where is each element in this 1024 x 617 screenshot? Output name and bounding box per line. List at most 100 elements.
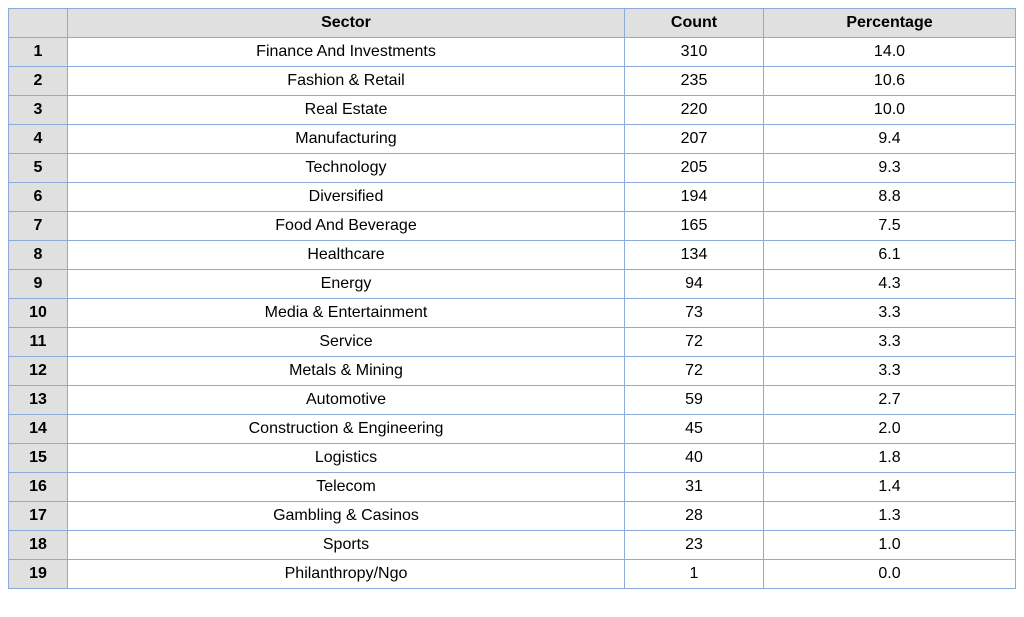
sector-cell[interactable]: Logistics xyxy=(67,443,625,473)
table-row: 10 Media & Entertainment 73 3.3 xyxy=(8,298,1016,328)
count-cell[interactable]: 310 xyxy=(624,37,764,67)
table-row: 12 Metals & Mining 72 3.3 xyxy=(8,356,1016,386)
count-cell[interactable]: 23 xyxy=(624,530,764,560)
table-row: 2 Fashion & Retail 235 10.6 xyxy=(8,66,1016,96)
sector-cell[interactable]: Manufacturing xyxy=(67,124,625,154)
column-header-percentage[interactable]: Percentage xyxy=(763,8,1016,38)
table-row: 9 Energy 94 4.3 xyxy=(8,269,1016,299)
count-cell[interactable]: 40 xyxy=(624,443,764,473)
column-header-sector[interactable]: Sector xyxy=(67,8,625,38)
percentage-cell[interactable]: 9.3 xyxy=(763,153,1016,183)
table-row: 17 Gambling & Casinos 28 1.3 xyxy=(8,501,1016,531)
sector-cell[interactable]: Fashion & Retail xyxy=(67,66,625,96)
sector-cell[interactable]: Energy xyxy=(67,269,625,299)
row-index-cell[interactable]: 19 xyxy=(8,559,68,589)
table-body: 1 Finance And Investments 310 14.0 2 Fashion … xyxy=(8,37,1016,589)
row-index-cell[interactable]: 7 xyxy=(8,211,68,241)
table-row: 4 Manufacturing 207 9.4 xyxy=(8,124,1016,154)
row-index-cell[interactable]: 4 xyxy=(8,124,68,154)
percentage-cell[interactable]: 8.8 xyxy=(763,182,1016,212)
count-cell[interactable]: 73 xyxy=(624,298,764,328)
row-index-cell[interactable]: 12 xyxy=(8,356,68,386)
count-cell[interactable]: 134 xyxy=(624,240,764,270)
count-cell[interactable]: 165 xyxy=(624,211,764,241)
sector-table: Sector Count Percentage 1 Finance And Inv… xyxy=(8,8,1016,589)
count-cell[interactable]: 45 xyxy=(624,414,764,444)
count-cell[interactable]: 72 xyxy=(624,327,764,357)
table-row: 3 Real Estate 220 10.0 xyxy=(8,95,1016,125)
row-index-cell[interactable]: 18 xyxy=(8,530,68,560)
sector-cell[interactable]: Finance And Investments xyxy=(67,37,625,67)
percentage-cell[interactable]: 10.0 xyxy=(763,95,1016,125)
sector-cell[interactable]: Gambling & Casinos xyxy=(67,501,625,531)
row-index-cell[interactable]: 10 xyxy=(8,298,68,328)
table-row: 15 Logistics 40 1.8 xyxy=(8,443,1016,473)
sector-table-container: Sector Count Percentage 1 Finance And Inv… xyxy=(8,8,1016,589)
sector-cell[interactable]: Food And Beverage xyxy=(67,211,625,241)
row-index-cell[interactable]: 3 xyxy=(8,95,68,125)
sector-cell[interactable]: Diversified xyxy=(67,182,625,212)
row-index-cell[interactable]: 1 xyxy=(8,37,68,67)
sector-cell[interactable]: Sports xyxy=(67,530,625,560)
count-cell[interactable]: 31 xyxy=(624,472,764,502)
percentage-cell[interactable]: 2.7 xyxy=(763,385,1016,415)
table-row: 14 Construction & Engineering 45 2.0 xyxy=(8,414,1016,444)
row-index-cell[interactable]: 5 xyxy=(8,153,68,183)
percentage-cell[interactable]: 1.3 xyxy=(763,501,1016,531)
table-row: 19 Philanthropy/Ngo 1 0.0 xyxy=(8,559,1016,589)
sector-cell[interactable]: Media & Entertainment xyxy=(67,298,625,328)
header-row: Sector Count Percentage xyxy=(8,8,1016,38)
percentage-cell[interactable]: 1.4 xyxy=(763,472,1016,502)
table-row: 6 Diversified 194 8.8 xyxy=(8,182,1016,212)
sector-cell[interactable]: Philanthropy/Ngo xyxy=(67,559,625,589)
row-index-cell[interactable]: 14 xyxy=(8,414,68,444)
percentage-cell[interactable]: 0.0 xyxy=(763,559,1016,589)
count-cell[interactable]: 72 xyxy=(624,356,764,386)
percentage-cell[interactable]: 7.5 xyxy=(763,211,1016,241)
percentage-cell[interactable]: 6.1 xyxy=(763,240,1016,270)
percentage-cell[interactable]: 10.6 xyxy=(763,66,1016,96)
count-cell[interactable]: 194 xyxy=(624,182,764,212)
table-row: 13 Automotive 59 2.7 xyxy=(8,385,1016,415)
table-row: 18 Sports 23 1.0 xyxy=(8,530,1016,560)
count-cell[interactable]: 28 xyxy=(624,501,764,531)
sector-cell[interactable]: Real Estate xyxy=(67,95,625,125)
count-cell[interactable]: 235 xyxy=(624,66,764,96)
sector-cell[interactable]: Technology xyxy=(67,153,625,183)
percentage-cell[interactable]: 3.3 xyxy=(763,356,1016,386)
sector-cell[interactable]: Telecom xyxy=(67,472,625,502)
table-row: 7 Food And Beverage 165 7.5 xyxy=(8,211,1016,241)
row-index-cell[interactable]: 9 xyxy=(8,269,68,299)
count-cell[interactable]: 205 xyxy=(624,153,764,183)
count-cell[interactable]: 207 xyxy=(624,124,764,154)
table-row: 8 Healthcare 134 6.1 xyxy=(8,240,1016,270)
percentage-cell[interactable]: 3.3 xyxy=(763,298,1016,328)
corner-header xyxy=(8,8,68,38)
count-cell[interactable]: 94 xyxy=(624,269,764,299)
count-cell[interactable]: 220 xyxy=(624,95,764,125)
sector-cell[interactable]: Healthcare xyxy=(67,240,625,270)
sector-cell[interactable]: Service xyxy=(67,327,625,357)
row-index-cell[interactable]: 13 xyxy=(8,385,68,415)
percentage-cell[interactable]: 2.0 xyxy=(763,414,1016,444)
percentage-cell[interactable]: 9.4 xyxy=(763,124,1016,154)
row-index-cell[interactable]: 16 xyxy=(8,472,68,502)
count-cell[interactable]: 1 xyxy=(624,559,764,589)
percentage-cell[interactable]: 4.3 xyxy=(763,269,1016,299)
row-index-cell[interactable]: 17 xyxy=(8,501,68,531)
percentage-cell[interactable]: 14.0 xyxy=(763,37,1016,67)
percentage-cell[interactable]: 1.8 xyxy=(763,443,1016,473)
percentage-cell[interactable]: 3.3 xyxy=(763,327,1016,357)
sector-cell[interactable]: Construction & Engineering xyxy=(67,414,625,444)
row-index-cell[interactable]: 8 xyxy=(8,240,68,270)
count-cell[interactable]: 59 xyxy=(624,385,764,415)
row-index-cell[interactable]: 15 xyxy=(8,443,68,473)
table-row: 16 Telecom 31 1.4 xyxy=(8,472,1016,502)
sector-cell[interactable]: Automotive xyxy=(67,385,625,415)
sector-cell[interactable]: Metals & Mining xyxy=(67,356,625,386)
row-index-cell[interactable]: 11 xyxy=(8,327,68,357)
row-index-cell[interactable]: 2 xyxy=(8,66,68,96)
column-header-count[interactable]: Count xyxy=(624,8,764,38)
percentage-cell[interactable]: 1.0 xyxy=(763,530,1016,560)
row-index-cell[interactable]: 6 xyxy=(8,182,68,212)
